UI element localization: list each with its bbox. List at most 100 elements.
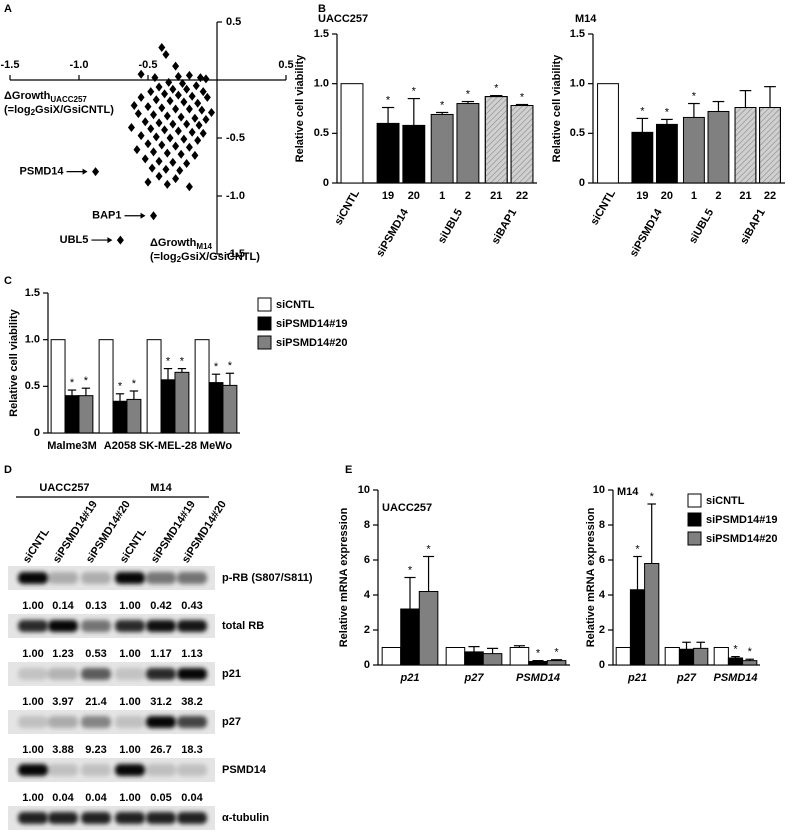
y-tick-label: 0	[323, 177, 329, 189]
legend-label: siCNTL	[706, 495, 745, 507]
point	[191, 113, 199, 123]
band	[146, 572, 176, 584]
bar	[456, 103, 480, 184]
significance: *	[228, 360, 233, 372]
point	[137, 92, 145, 102]
point	[174, 90, 182, 100]
x-tick-label: siCNTL	[332, 188, 362, 228]
significance: *	[733, 644, 738, 656]
x-tick-label: 20	[661, 190, 673, 202]
chart-title: UACC257	[318, 13, 368, 25]
band	[48, 764, 78, 776]
y-tick-label: 0.5	[314, 127, 329, 139]
point	[158, 43, 166, 53]
band	[177, 572, 207, 584]
band	[177, 764, 207, 776]
significance: *	[520, 91, 525, 103]
legend-label: siPSMD14#20	[276, 337, 348, 349]
quantification: 21.4	[85, 696, 107, 708]
x-tick-label: PSMD14	[713, 672, 757, 684]
y-tick-label: 0	[599, 659, 605, 671]
point	[166, 96, 174, 106]
point	[183, 119, 191, 129]
band	[146, 620, 176, 632]
point	[152, 95, 160, 105]
bar	[126, 398, 142, 434]
y-axis-label: Relative mRNA expression	[338, 507, 350, 647]
point	[155, 118, 163, 128]
y-tick-label: 8	[364, 519, 370, 531]
panel-letter: D	[4, 464, 12, 476]
significance: *	[692, 90, 697, 102]
band	[18, 668, 48, 680]
band	[81, 716, 111, 728]
y-tick-label: 1.5	[570, 28, 585, 40]
band	[18, 716, 48, 728]
x-tick-label: 19	[636, 190, 648, 202]
quantification: 0.42	[150, 600, 171, 612]
row-label: α-tubulin	[222, 812, 269, 824]
bar	[112, 400, 128, 434]
bar	[693, 647, 709, 666]
band	[48, 668, 78, 680]
axis-label: ΔGrowthUACC257	[4, 90, 87, 104]
point	[144, 139, 152, 149]
x-tick-label: MeWo	[200, 440, 232, 452]
quantification: 9.23	[85, 744, 106, 756]
point	[185, 182, 193, 192]
y-tick-label: 10	[593, 484, 605, 496]
chart-title: UACC257	[382, 502, 432, 514]
y-tick-label: 0.5	[570, 127, 585, 139]
bar	[727, 657, 744, 666]
point	[151, 73, 159, 83]
band	[177, 716, 207, 728]
point	[161, 89, 169, 99]
quantification: 38.2	[181, 696, 202, 708]
quantification: 1.00	[119, 648, 140, 660]
bar	[174, 371, 190, 434]
panel-letter: B	[318, 3, 326, 15]
point	[162, 49, 170, 59]
point	[172, 141, 180, 151]
quantification: 1.17	[150, 648, 171, 660]
quantification: 1.00	[22, 696, 43, 708]
arrow-head	[82, 168, 88, 175]
bar	[381, 647, 402, 666]
bar	[655, 123, 678, 184]
significance: *	[466, 88, 471, 100]
formula: (=log	[150, 251, 177, 263]
quantification: 0.14	[52, 600, 74, 612]
significance: *	[665, 106, 670, 118]
point-label: UBL5	[60, 234, 89, 246]
x-tick-label: 22	[516, 190, 528, 202]
legend-label: siCNTL	[276, 299, 315, 311]
point	[169, 84, 177, 94]
quantification: 31.2	[150, 696, 171, 708]
bar	[678, 648, 695, 666]
point	[172, 104, 180, 114]
x-tick-label: 1	[439, 190, 445, 202]
y-tick-label: 0.5	[226, 16, 241, 28]
y-tick-label: 6	[364, 554, 370, 566]
band	[48, 572, 78, 584]
point	[191, 150, 199, 160]
point	[185, 104, 193, 114]
point-label: BAP1	[92, 210, 121, 222]
y-axis-label: Relative cell viability	[551, 54, 563, 162]
row-label: p21	[222, 668, 241, 680]
axis-label-formula: (=log2GsiX/GsiCNTL)	[4, 104, 114, 117]
point	[177, 149, 185, 159]
x-tick-label: 21	[490, 190, 502, 202]
quantification: 0.53	[85, 648, 106, 660]
group-label: siBAP1	[490, 207, 520, 246]
point	[174, 126, 182, 136]
bar-hatch	[510, 105, 534, 184]
point	[169, 119, 177, 129]
point	[155, 156, 163, 166]
quantification: 1.00	[119, 744, 140, 756]
point	[177, 112, 185, 122]
y-tick-label: 1.5	[314, 28, 329, 40]
formula-sub: 2	[177, 255, 182, 264]
y-tick-label: 1.5	[25, 287, 40, 299]
